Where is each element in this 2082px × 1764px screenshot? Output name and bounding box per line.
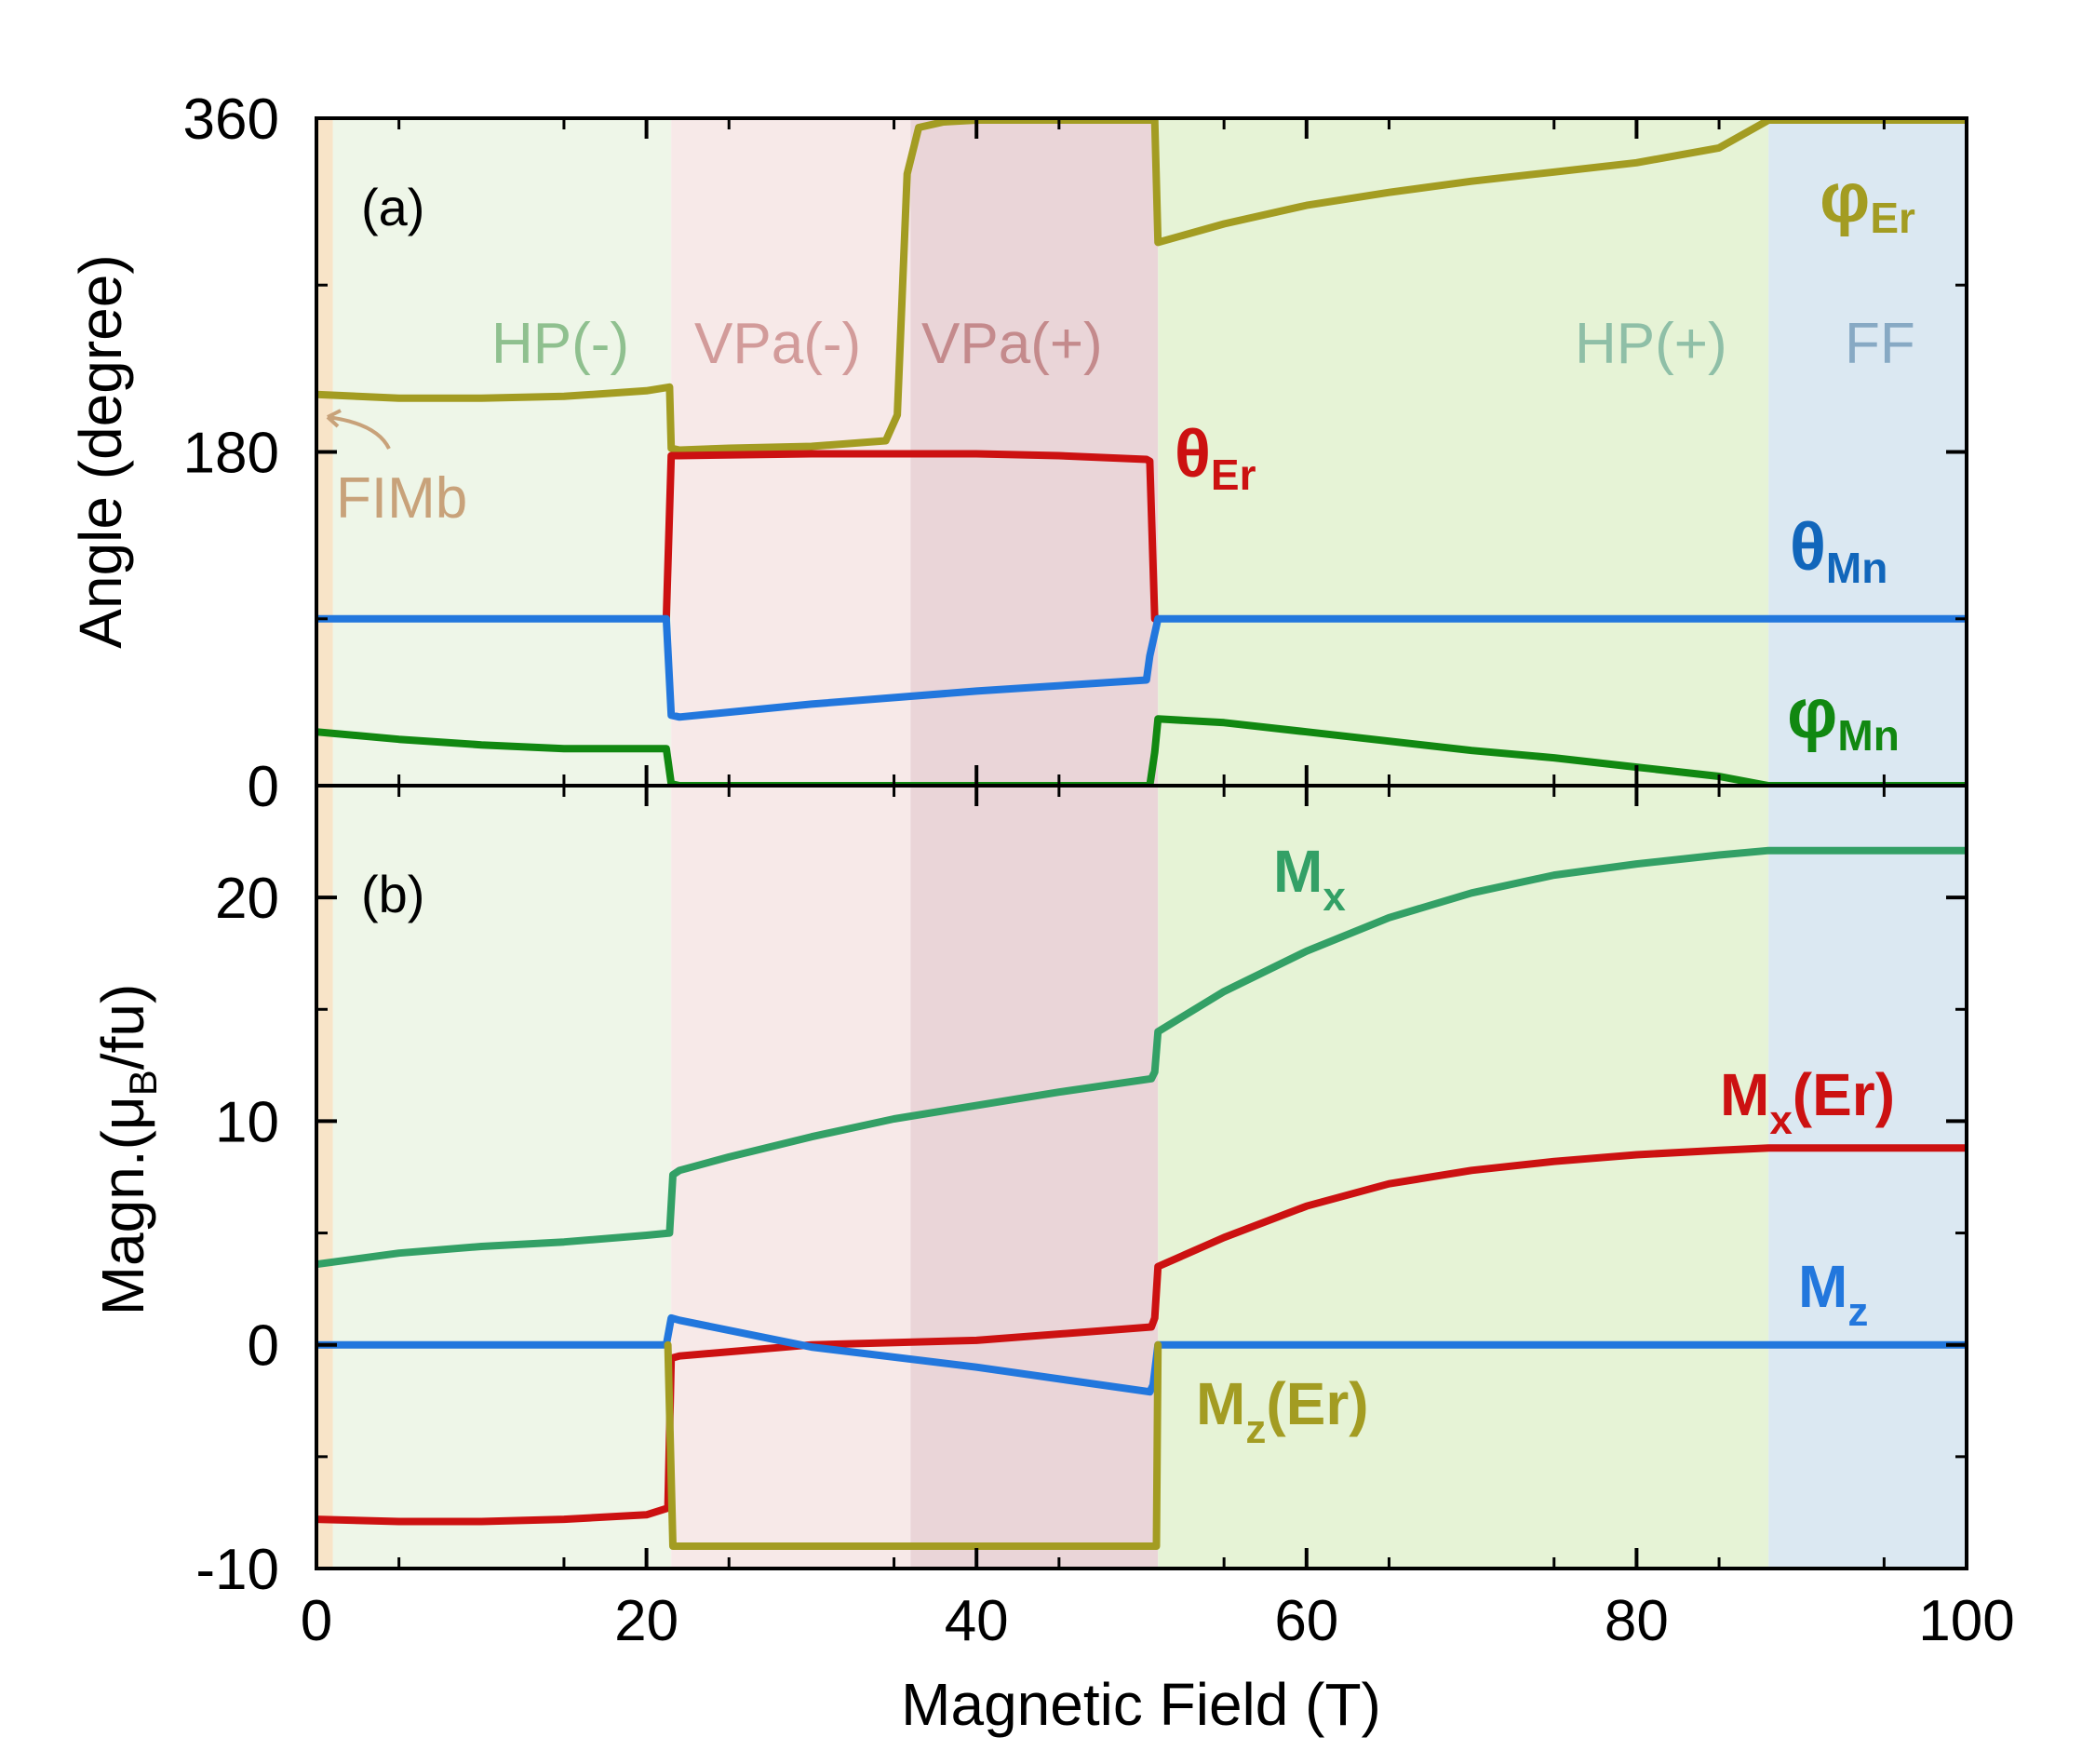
fimb-arrow-icon bbox=[326, 409, 391, 450]
ticks-layer: 0 20 40 60 80 100 0 180 360 -10 0 10 20 bbox=[183, 88, 2015, 1653]
label-phi-er-main: φ bbox=[1820, 158, 1870, 237]
label-phi-mn-main: φ bbox=[1787, 674, 1837, 753]
y-tick-label: -10 bbox=[195, 1538, 279, 1602]
label-mx-er-main: M bbox=[1720, 1061, 1769, 1128]
label-mz-main: M bbox=[1798, 1253, 1847, 1320]
y-axis-label-b-tail: /fu) bbox=[89, 984, 156, 1070]
region-hpplus bbox=[1158, 118, 1769, 1569]
label-mz-sub: z bbox=[1847, 1289, 1868, 1335]
series-line-m-x bbox=[316, 846, 1967, 1269]
y-tick-label: 360 bbox=[183, 88, 279, 152]
series-line-φ-er bbox=[316, 118, 1967, 454]
label-theta-er-main: θ bbox=[1175, 417, 1211, 491]
curves-panel-b bbox=[316, 846, 1967, 1550]
region-label-vpa-plus: VPa(+) bbox=[921, 312, 1103, 376]
series-line-m-z bbox=[316, 1313, 1967, 1396]
label-phi-er-sub: Er bbox=[1870, 194, 1915, 242]
x-tick-label: 40 bbox=[945, 1589, 1009, 1653]
y-tick-label: 10 bbox=[215, 1090, 279, 1154]
x-tick-label: 0 bbox=[301, 1589, 332, 1653]
region-label-fimb: FIMb bbox=[336, 466, 467, 531]
panel-b-frame bbox=[315, 784, 1968, 1570]
region-fimb bbox=[316, 118, 333, 1569]
x-tick-label: 100 bbox=[1918, 1589, 2014, 1653]
label-mz-er-main: M bbox=[1196, 1370, 1245, 1437]
label-mz-er-sub: z bbox=[1245, 1407, 1266, 1452]
region-ff bbox=[1768, 118, 1967, 1569]
label-mx-er-tail: (Er) bbox=[1793, 1061, 1895, 1128]
x-tick-label: 80 bbox=[1605, 1589, 1669, 1653]
x-axis-label: Magnetic Field (T) bbox=[901, 1671, 1381, 1738]
y-tick-label: 180 bbox=[183, 422, 279, 486]
y-axis-label-b: Magn.(μB/fu) bbox=[89, 984, 165, 1316]
series-line-θ-mn bbox=[316, 614, 1967, 721]
series-line-m-z-er- bbox=[664, 1340, 1162, 1550]
label-mz-er-tail: (Er) bbox=[1266, 1370, 1368, 1437]
panel-label-b: (b) bbox=[361, 865, 424, 923]
label-mx-er: Mx(Er) bbox=[1720, 1061, 1895, 1143]
label-theta-er-sub: Er bbox=[1211, 451, 1256, 499]
y-tick-label: 20 bbox=[215, 867, 279, 931]
y-axis-label-b-main: Magn.(μ bbox=[89, 1096, 156, 1315]
y-axis-label-a: Angle (degree) bbox=[67, 254, 134, 648]
series-line-θ-er bbox=[662, 450, 1162, 623]
label-phi-mn: φMn bbox=[1787, 674, 1900, 760]
label-mx: Mx bbox=[1273, 838, 1346, 920]
label-mz: Mz bbox=[1798, 1253, 1868, 1335]
label-phi-mn-sub: Mn bbox=[1837, 711, 1899, 760]
label-phi-er: φEr bbox=[1820, 158, 1915, 242]
region-label-hp-minus: HP(-) bbox=[491, 312, 629, 376]
label-mz-er: Mz(Er) bbox=[1196, 1370, 1369, 1452]
y-tick-label: 0 bbox=[248, 755, 279, 819]
region-label-vpa-minus: VPa(-) bbox=[694, 312, 861, 376]
curves-panel-a bbox=[316, 118, 1967, 786]
y-axis-label-b-sub: B bbox=[121, 1070, 165, 1096]
region-label-hp-plus: HP(+) bbox=[1575, 312, 1727, 376]
series-line-m-x-er- bbox=[316, 1144, 1967, 1526]
label-theta-er: θEr bbox=[1175, 417, 1256, 499]
region-label-ff: FF bbox=[1845, 312, 1915, 376]
label-theta-mn-main: θ bbox=[1790, 510, 1826, 585]
label-mx-er-sub: x bbox=[1769, 1097, 1793, 1143]
y-tick-label: 0 bbox=[248, 1314, 279, 1379]
x-tick-label: 20 bbox=[614, 1589, 678, 1653]
label-mx-sub: x bbox=[1323, 874, 1346, 920]
series-line-φ-mn bbox=[316, 715, 1967, 786]
region-hpminus bbox=[332, 118, 672, 1569]
label-mx-main: M bbox=[1273, 838, 1323, 905]
x-tick-label: 60 bbox=[1274, 1589, 1338, 1653]
panel-label-a: (a) bbox=[361, 178, 424, 236]
regions-layer bbox=[316, 118, 1967, 1569]
label-theta-mn-sub: Mn bbox=[1826, 544, 1887, 592]
label-theta-mn: θMn bbox=[1790, 510, 1887, 592]
